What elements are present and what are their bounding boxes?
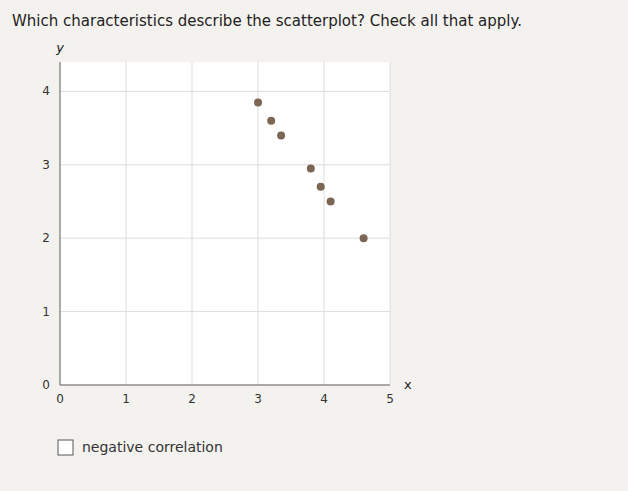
grid-line xyxy=(390,62,391,385)
y-axis-label: y xyxy=(55,40,64,55)
plot-area xyxy=(60,62,390,385)
checkbox[interactable] xyxy=(58,440,73,455)
tick-label: 3 xyxy=(254,392,262,406)
tick-label: 1 xyxy=(122,392,130,406)
point xyxy=(267,117,275,125)
tick-label: 5 xyxy=(386,392,394,406)
title: Which characteristics describe the scatt… xyxy=(12,12,522,30)
grid-line xyxy=(60,91,390,92)
grid-line xyxy=(60,385,390,386)
x-axis xyxy=(60,385,390,386)
tick-label: 4 xyxy=(320,392,328,406)
grid xyxy=(60,62,390,385)
grid-line xyxy=(60,311,390,312)
grid-line xyxy=(324,62,325,385)
point xyxy=(277,131,285,139)
grid-line xyxy=(60,62,61,385)
tick-label: 4 xyxy=(42,84,50,98)
tick-label: 2 xyxy=(188,392,196,406)
point xyxy=(360,234,368,242)
tick-label: 0 xyxy=(56,392,64,406)
point xyxy=(327,197,335,205)
point xyxy=(307,164,315,172)
grid-line xyxy=(60,238,390,239)
point xyxy=(317,183,325,191)
grid-line xyxy=(126,62,127,385)
points xyxy=(254,98,368,242)
x-axis-label: x xyxy=(404,377,412,392)
point xyxy=(254,98,262,106)
checkbox-label[interactable]: negative correlation xyxy=(82,439,223,455)
tick-label: 0 xyxy=(42,378,50,392)
grid-line xyxy=(60,164,390,165)
tick-label: 2 xyxy=(42,231,50,245)
tick-label: 1 xyxy=(42,305,50,319)
chart: Which characteristics describe the scatt… xyxy=(0,0,628,491)
y-axis xyxy=(60,62,61,385)
tick-label: 3 xyxy=(42,158,50,172)
grid-line xyxy=(192,62,193,385)
grid-line xyxy=(258,62,259,385)
